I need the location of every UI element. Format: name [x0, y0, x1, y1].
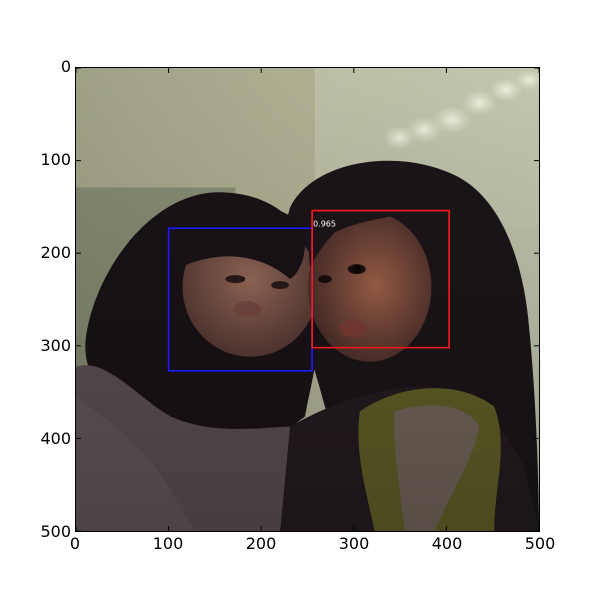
y-tick-label: 200 [40, 243, 71, 262]
photo [76, 68, 539, 531]
y-tick-label: 300 [40, 336, 71, 355]
x-tick-label: 0 [69, 534, 81, 553]
x-tick-label: 100 [152, 534, 184, 553]
x-tick-label: 500 [524, 534, 556, 553]
y-tick-label: 400 [40, 429, 71, 448]
x-tick-label: 200 [245, 534, 277, 553]
y-tick-label: 500 [40, 522, 71, 541]
y-tick-label: 0 [60, 57, 71, 76]
x-tick-label: 300 [338, 534, 370, 553]
x-tick-label: 400 [431, 534, 463, 553]
y-tick-label: 100 [40, 150, 71, 169]
plot-area: 0.965 [75, 67, 540, 532]
